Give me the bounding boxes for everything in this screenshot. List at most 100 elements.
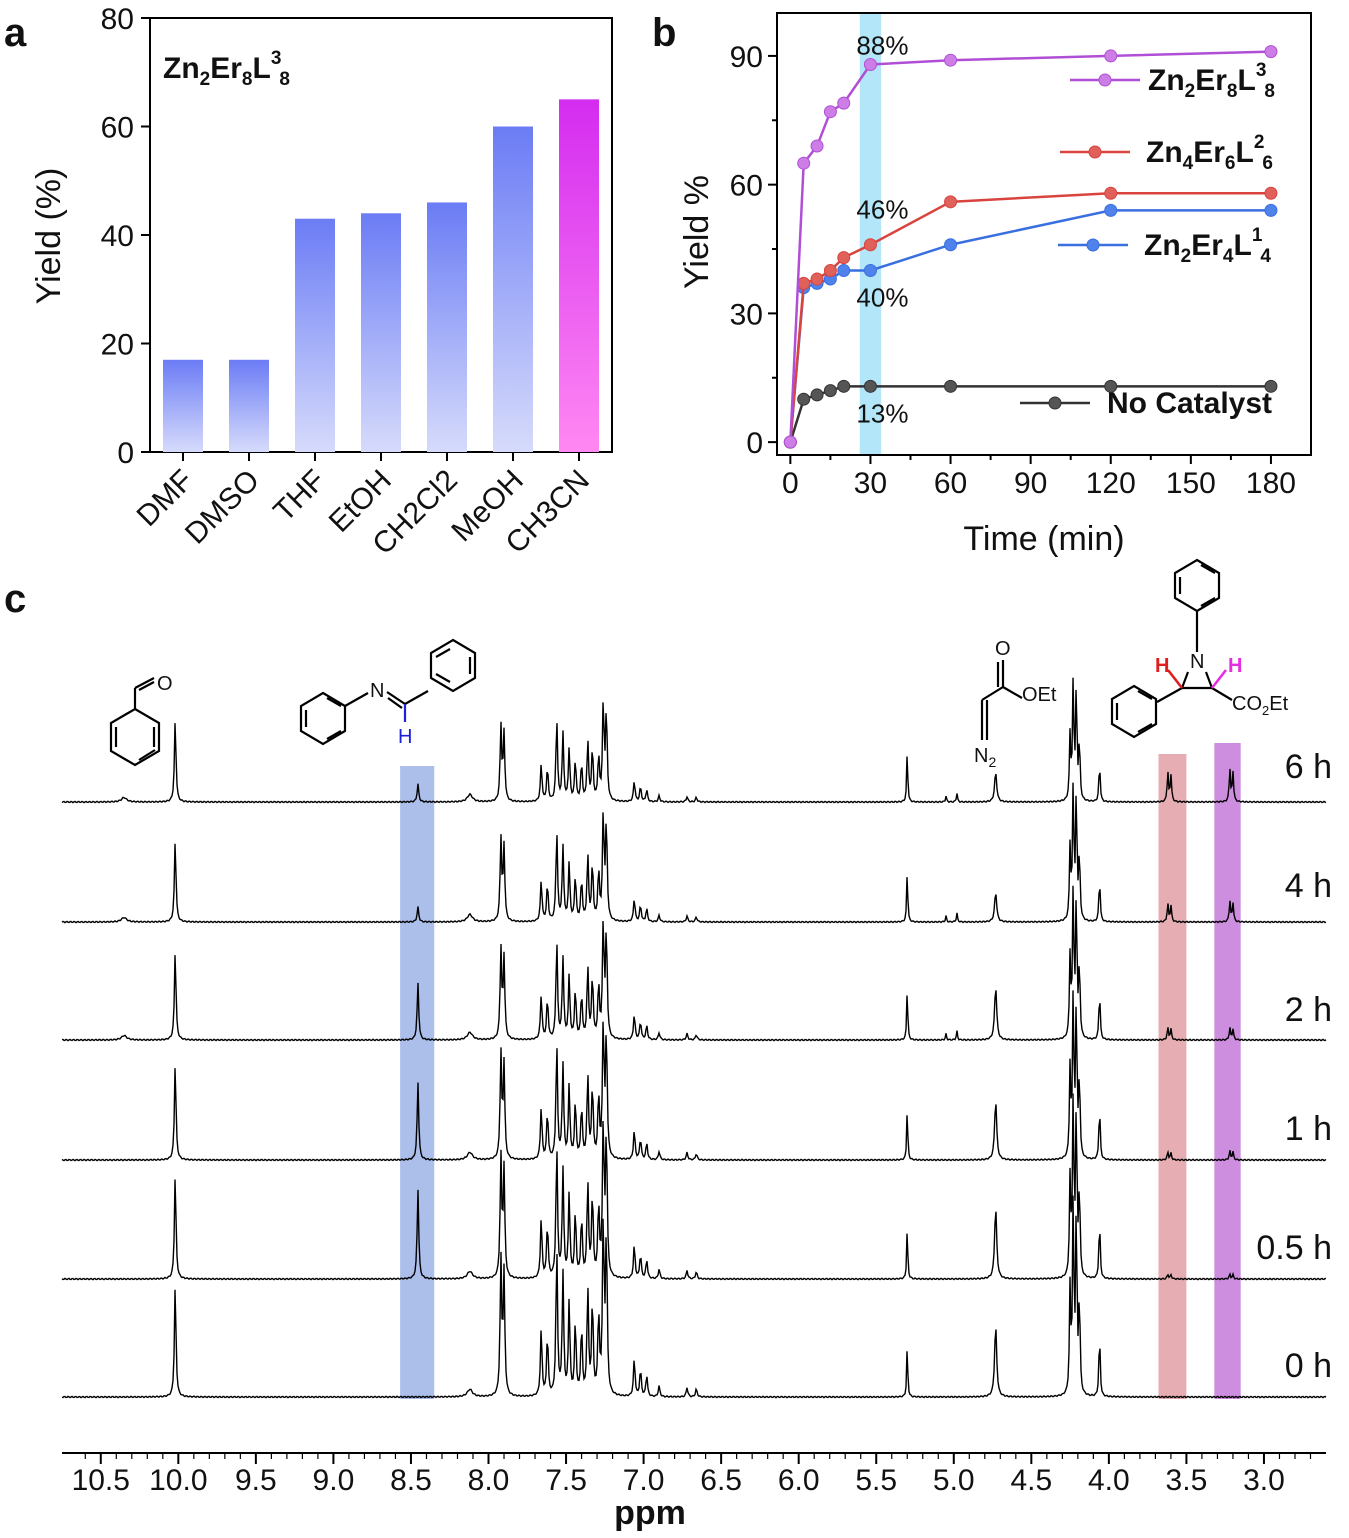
nmr-time-label: 0.5 h	[1256, 1229, 1332, 1267]
line-point	[863, 238, 877, 252]
line-y-tick-label: 0	[746, 427, 763, 460]
line-x-tick-label: 30	[854, 467, 887, 500]
line-point	[1264, 45, 1278, 59]
imine-nitrogen-label: N	[370, 680, 384, 702]
line-y-tick-label: 30	[730, 298, 763, 331]
line-x-tick-label: 180	[1246, 467, 1296, 500]
line-point	[944, 53, 958, 67]
legend-label-part: 1	[1252, 225, 1263, 246]
line-point	[810, 139, 824, 153]
bar-dmso	[229, 359, 269, 452]
nmr-x-tick-label: 9.5	[235, 1464, 277, 1497]
nmr-x-tick-label: 8.5	[390, 1464, 432, 1497]
bar-thf	[295, 218, 335, 452]
line-y-tick-label: 90	[730, 41, 763, 74]
legend-label-part: Er	[1191, 229, 1223, 262]
nmr-x-tick-label: 6.0	[778, 1464, 820, 1497]
line-point	[797, 156, 811, 170]
line-point	[1104, 49, 1118, 63]
legend-label-part: L	[1238, 64, 1256, 97]
nmr-x-tick-label: 4.0	[1088, 1464, 1130, 1497]
legend-label: No Catalyst	[1107, 387, 1272, 420]
diazo-oxygen-label: O	[995, 638, 1011, 660]
bar-y-tick-label: 80	[101, 3, 134, 36]
bar-chart-bars	[163, 99, 599, 452]
line-x-tick-label: 90	[1014, 467, 1047, 500]
nmr-x-tick-label: 10.0	[149, 1464, 207, 1497]
legend-label-part: L	[1234, 229, 1252, 262]
bar-y-tick-label: 0	[117, 437, 134, 470]
line-point	[810, 388, 824, 402]
legend-label: Zn4Er6L2 6	[1146, 132, 1273, 174]
line-chart-annotations: 88% 46% 40% 13%	[856, 30, 908, 428]
line-point	[837, 263, 851, 277]
diazo-n2-label: N2	[974, 745, 996, 770]
line-point	[863, 379, 877, 393]
legend-label-part: Er	[1193, 136, 1225, 169]
line-point	[823, 384, 837, 398]
bar-chart-y-title: Yield (%)	[30, 168, 68, 305]
bar-ch3cn	[559, 99, 599, 452]
nmr-spectra: 6 h 4 h 2 h 1 h 0.5 h 0 h 10.5 10.0 9.5 9.0 8.5 8.…	[61, 558, 1332, 1532]
imine-structure	[299, 638, 477, 746]
legend-label-part: Zn	[1144, 229, 1181, 262]
legend-label-part: Er	[1195, 64, 1227, 97]
legend-label-part: 2	[1181, 246, 1192, 267]
nmr-x-tick-label: 10.5	[72, 1464, 130, 1497]
nmr-spectrum-0-h	[61, 1195, 1327, 1399]
legend-label-part: 6	[1262, 153, 1273, 174]
line-chart-highlight-band	[859, 13, 882, 455]
legend-label: Zn2Er8L3 8	[1148, 60, 1275, 102]
nmr-x-tick-label: 6.5	[700, 1464, 742, 1497]
line-point	[837, 251, 851, 265]
line-y-tick-label: 60	[730, 170, 763, 203]
nmr-x-title: ppm	[614, 1494, 686, 1532]
legend-label-part: 4	[1223, 246, 1234, 267]
aziridine-ester-label: CO2Et	[1232, 693, 1289, 718]
diazo-ester-label: OEt	[1022, 684, 1057, 706]
nmr-x-tick-label: 8.0	[468, 1464, 510, 1497]
nmr-spectrum-1-h	[61, 990, 1327, 1162]
legend-label-part: 6	[1225, 153, 1236, 174]
bar-y-tick-label: 60	[101, 112, 134, 145]
nmr-x-tick-label: 3.5	[1166, 1464, 1208, 1497]
line-x-tick-label: 60	[934, 467, 967, 500]
nmr-highlight-band	[1214, 743, 1241, 1399]
aziridine-n-label: N	[1190, 651, 1204, 673]
nmr-spectrum-4-h	[61, 782, 1327, 924]
nmr-time-label: 6 h	[1285, 748, 1332, 786]
line-point	[1104, 203, 1118, 217]
nmr-time-labels: 6 h 4 h 2 h 1 h 0.5 h 0 h	[1256, 748, 1332, 1385]
diazo-structure	[980, 660, 1023, 740]
benzaldehyde-structure	[109, 677, 161, 767]
nmr-highlight-bands	[400, 743, 1241, 1399]
legend-label-part: Zn	[1146, 136, 1183, 169]
panel-label-c: c	[4, 577, 26, 621]
line-chart-x-title: Time (min)	[963, 520, 1124, 558]
legend-label-part: 8	[1264, 81, 1275, 102]
line-annotation: 46%	[856, 195, 908, 225]
legend-label-part: 3	[1256, 60, 1267, 81]
bar-dmf	[163, 359, 203, 452]
line-chart-axes: 0 30 60 90 120 150 180 0 30 60 90	[730, 41, 1296, 500]
line-point	[783, 435, 797, 449]
bar-meoh	[493, 126, 533, 452]
aziridine-h1-bond	[1166, 669, 1184, 689]
nmr-spectrum-2-h	[61, 885, 1327, 1042]
line-annotation: 40%	[856, 282, 908, 312]
nmr-x-tick-label: 7.0	[623, 1464, 665, 1497]
line-annotation: 88%	[856, 30, 908, 60]
legend-label-part: 8	[1227, 81, 1238, 102]
line-point	[1104, 379, 1118, 393]
line-point	[1104, 186, 1118, 200]
aziridine-h2-label: H	[1228, 655, 1242, 677]
legend-label-part: 2	[1254, 132, 1265, 153]
nmr-x-tick-label: 9.0	[313, 1464, 355, 1497]
legend-marker	[1048, 396, 1062, 410]
line-point	[810, 272, 824, 286]
nmr-x-axis-ticks: 10.5 10.0 9.5 9.0 8.5 8.0 7.5 7.0 6.5 6.0 5.5 5.0 4.…	[72, 1453, 1312, 1497]
line-point	[1264, 379, 1278, 393]
